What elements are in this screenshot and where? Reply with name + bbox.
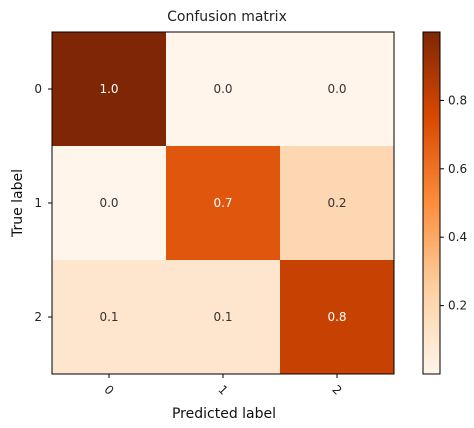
y-tick-label: 1 bbox=[34, 196, 42, 210]
heatmap-cell-0-1 bbox=[166, 32, 280, 146]
colorbar: 0.2 0.4 0.6 0.8 bbox=[422, 31, 467, 375]
heatmap-cell-1-2 bbox=[280, 146, 394, 260]
y-tick-label: 0 bbox=[34, 82, 42, 96]
heatmap-cells bbox=[52, 32, 394, 374]
cell-value-label-1-0: 0.0 bbox=[99, 196, 118, 210]
cell-value-label-0-2: 0.0 bbox=[327, 82, 346, 96]
y-axis-ticks: 0 1 2 bbox=[34, 82, 52, 324]
cell-value-label-2-1: 0.1 bbox=[213, 310, 232, 324]
colorbar-gradient bbox=[422, 31, 441, 375]
y-tick-label: 2 bbox=[34, 310, 42, 324]
colorbar-tick-label: 0.2 bbox=[448, 299, 467, 313]
colorbar-tick-label: 0.4 bbox=[448, 230, 467, 244]
colorbar-tick-label: 0.6 bbox=[448, 162, 467, 176]
heatmap-cell-2-0 bbox=[52, 260, 166, 374]
cell-value-label-0-1: 0.0 bbox=[213, 82, 232, 96]
heatmap-cell-1-1 bbox=[166, 146, 280, 260]
heatmap-cell-1-0 bbox=[52, 146, 166, 260]
cell-value-label-1-2: 0.2 bbox=[327, 196, 346, 210]
heatmap-cell-labels: 1.0 0.0 0.0 0.0 0.7 0.2 0.1 0.1 0.8 bbox=[99, 82, 346, 324]
colorbar-ticks: 0.2 0.4 0.6 0.8 bbox=[440, 93, 467, 313]
y-axis-label: True label bbox=[10, 169, 26, 238]
heatmap-cell-0-2 bbox=[280, 32, 394, 146]
cell-value-label-2-2: 0.8 bbox=[327, 310, 346, 324]
cell-value-label-2-0: 0.1 bbox=[99, 310, 118, 324]
colorbar-tick-label: 0.8 bbox=[448, 93, 467, 107]
x-axis-ticks: 0 1 2 bbox=[101, 374, 345, 398]
cell-value-label-0-0: 1.0 bbox=[99, 82, 118, 96]
chart-title: Confusion matrix bbox=[167, 9, 287, 25]
heatmap-cell-0-0 bbox=[52, 32, 166, 146]
x-tick-label: 0 bbox=[101, 382, 116, 397]
x-tick-label: 1 bbox=[215, 382, 230, 397]
x-axis-label: Predicted label bbox=[172, 406, 276, 422]
cell-value-label-1-1: 0.7 bbox=[213, 196, 232, 210]
heatmap-cell-2-1 bbox=[166, 260, 280, 374]
x-tick-label: 2 bbox=[329, 382, 344, 397]
heatmap-cell-2-2 bbox=[280, 260, 394, 374]
